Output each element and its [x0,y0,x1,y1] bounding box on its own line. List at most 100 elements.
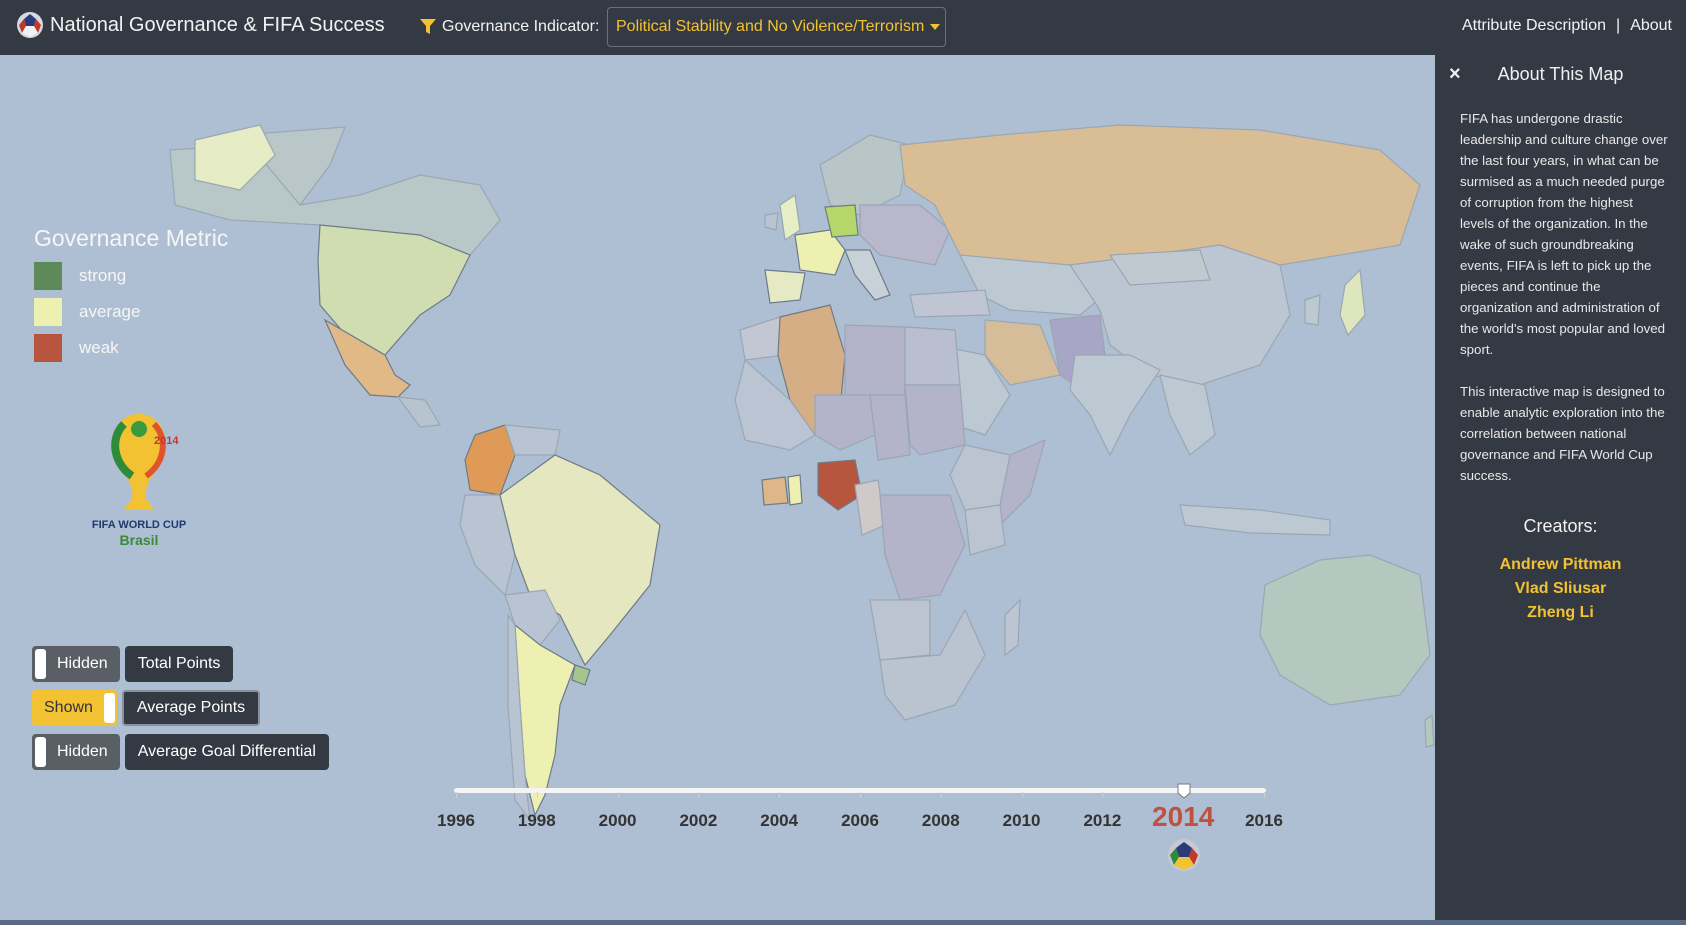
year-label[interactable]: 2002 [679,811,718,830]
creator-link[interactable]: Vlad Sliusar [1514,580,1607,597]
year-slider-track[interactable] [454,788,1266,793]
year-label[interactable]: 2006 [841,811,879,830]
year-label[interactable]: 2010 [1002,811,1041,830]
year-tick [456,792,457,798]
about-panel: × About This Map FIFA has undergone dras… [1435,55,1686,920]
year-label[interactable]: 2012 [1083,811,1122,830]
country-southern-africa[interactable] [879,608,986,721]
total-points-toggle[interactable]: Hidden [32,646,120,682]
country-new-zealand[interactable] [1424,713,1435,748]
average-goal-differential-toggle[interactable]: Hidden [32,734,120,770]
country-mongolia[interactable] [1108,249,1211,286]
country-italy[interactable] [844,249,891,301]
year-label[interactable]: 2016 [1245,811,1283,830]
country-ivory-coast[interactable] [761,476,789,506]
country-egypt[interactable] [904,326,961,386]
year-label[interactable]: 1998 [517,811,556,830]
country-mali[interactable] [734,358,816,451]
country-indonesia[interactable] [1179,504,1331,536]
country-ghana[interactable] [787,474,803,506]
year-tick [1264,792,1265,798]
attribute-description-link[interactable]: Attribute Description [1461,17,1607,34]
country-bolivia[interactable] [504,589,561,646]
country-japan[interactable] [1339,268,1366,337]
country-niger[interactable] [814,394,876,451]
average-points-label: Average Points [136,699,246,716]
legend-swatch-average [34,298,62,326]
country-iran[interactable] [984,319,1061,386]
year-tick [1021,792,1023,798]
country-angola[interactable] [869,599,931,661]
close-icon[interactable]: × [1449,63,1461,85]
country-libya[interactable] [844,324,906,396]
country-madagascar[interactable] [1004,598,1021,657]
nav-links: Attribute Description | About [1462,17,1672,35]
creators-title: Creators: [1523,516,1598,536]
country-mexico[interactable] [323,318,411,398]
country-uruguay[interactable] [571,664,591,686]
average-goal-differential-toggle-state: Hidden [57,743,108,760]
year-slider-handle[interactable] [1177,783,1191,799]
average-goal-differential-label: Average Goal Differential [137,743,316,760]
country-kenya[interactable] [964,504,1006,556]
total-points-button[interactable]: Total Points [124,646,234,682]
indicator-label: Governance Indicator: [442,18,600,35]
app-title: National Governance & FIFA Success [50,13,385,36]
legend-item-weak: weak [34,334,119,362]
legend-swatch-weak [34,334,62,362]
country-congo[interactable] [879,494,966,601]
average-points-button[interactable]: Average Points [121,690,261,726]
country-chad[interactable] [869,394,911,461]
country-se-asia[interactable] [1159,374,1216,456]
country-india[interactable] [1069,354,1161,457]
country-australia[interactable] [1259,554,1431,706]
year-tick [617,792,619,798]
country-nigeria[interactable] [817,459,863,511]
country-chile[interactable] [507,613,531,823]
year-label[interactable]: 2000 [598,811,637,830]
year-label[interactable]: 1996 [437,811,475,830]
brand[interactable]: National Governance & FIFA Success [16,11,385,39]
country-venezuela[interactable] [504,424,561,456]
country-colombia[interactable] [464,424,516,496]
toggle-row-total-points: Hidden Total Points [32,646,234,682]
year-tick [536,792,538,798]
year-label[interactable]: 2008 [921,811,960,830]
indicator-dropdown[interactable]: Political Stability and No Violence/Terr… [607,7,946,47]
average-points-toggle[interactable]: Shown [32,690,117,726]
chevron-down-icon [930,24,941,30]
country-ireland[interactable] [764,212,779,231]
country-central-america[interactable] [396,396,442,428]
country-somalia[interactable] [999,438,1046,527]
legend-label-average: average [79,302,141,321]
world-map[interactable] [0,55,1435,920]
legend-label-strong: strong [79,266,127,285]
average-points-toggle-state: Shown [44,699,93,716]
country-korea[interactable] [1304,294,1321,326]
year-tick [940,792,942,798]
country-brazil[interactable] [499,454,661,667]
country-alaska[interactable] [194,124,276,191]
creator-link[interactable]: Andrew Pittman [1499,556,1622,573]
country-germany[interactable] [824,204,859,238]
legend-item-average: average [34,298,140,326]
year-label[interactable]: 2014 [1152,801,1215,832]
country-china[interactable] [1068,244,1291,386]
bottom-bar [0,920,1686,925]
country-france[interactable] [794,229,846,276]
year-tick [779,792,781,798]
country-eastern-europe[interactable] [859,204,951,266]
country-uk[interactable] [779,193,801,242]
year-label[interactable]: 2004 [760,811,799,830]
country-sudan[interactable] [904,384,966,456]
top-navbar: National Governance & FIFA Success Gover… [0,0,1686,55]
country-usa[interactable] [317,224,471,356]
world-map-svg[interactable] [0,55,1435,920]
country-scandinavia[interactable] [819,134,911,216]
average-goal-differential-button[interactable]: Average Goal Differential [124,734,329,770]
country-spain[interactable] [764,269,806,304]
creator-link[interactable]: Zheng Li [1527,604,1594,621]
about-link[interactable]: About [1630,17,1672,34]
country-turkey[interactable] [909,289,991,318]
panel-paragraph-2: This interactive map is designed to enab… [1460,384,1665,483]
